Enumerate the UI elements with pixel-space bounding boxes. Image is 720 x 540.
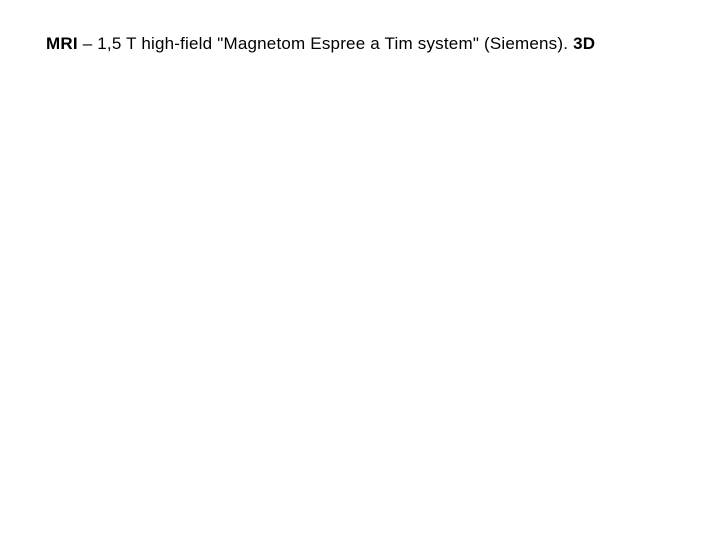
slide-text-line: MRI – 1,5 T high-field "Magnetom Espree … xyxy=(46,32,674,56)
slide-container: MRI – 1,5 T high-field "Magnetom Espree … xyxy=(0,0,720,540)
text-bold-3d: 3D xyxy=(573,34,595,53)
text-middle: – 1,5 T high-field "Magnetom Espree a Ti… xyxy=(78,34,573,53)
text-bold-mri: MRI xyxy=(46,34,78,53)
